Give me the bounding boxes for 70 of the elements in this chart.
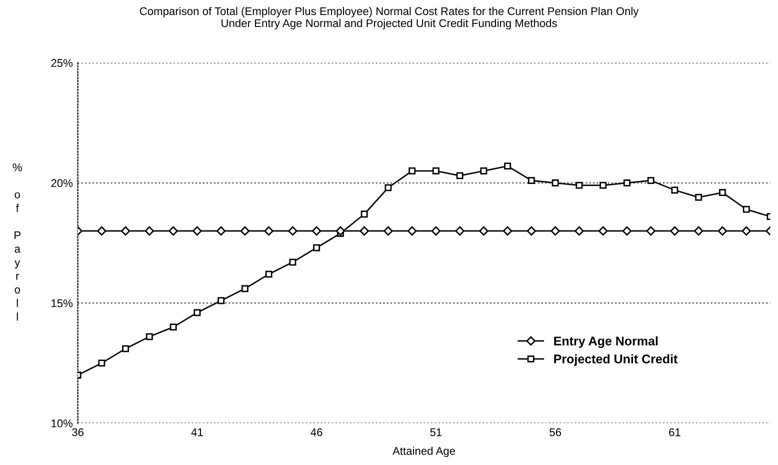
point: [671, 186, 678, 194]
point: [241, 285, 248, 292]
point: [528, 177, 535, 184]
point: [502, 226, 512, 236]
point: [576, 182, 583, 189]
x-tick-label: 56: [550, 428, 562, 436]
point: [168, 226, 178, 236]
point: [360, 226, 369, 236]
point: [194, 309, 201, 316]
point: [289, 258, 296, 266]
point: [122, 345, 130, 352]
point: [623, 179, 630, 186]
point: [622, 226, 632, 236]
point: [192, 226, 202, 236]
point: [144, 226, 154, 236]
point: [600, 182, 607, 189]
legend-label: Projected Unit Credit: [554, 354, 678, 366]
point: [97, 226, 106, 236]
point: [456, 172, 464, 180]
point: [313, 244, 320, 252]
x-axis-title: Attained Age: [392, 446, 456, 458]
point: [407, 226, 417, 236]
point: [479, 226, 488, 236]
point: [265, 270, 272, 278]
point: [384, 226, 393, 236]
point: [742, 206, 750, 213]
point: [288, 226, 298, 236]
x-tick-label: 61: [669, 428, 680, 436]
point: [550, 226, 560, 236]
point: [408, 167, 416, 174]
point: [432, 167, 440, 174]
point: [431, 226, 441, 236]
point: [742, 226, 751, 236]
point: [360, 210, 368, 218]
x-tick-label: 46: [310, 428, 322, 436]
point: [504, 162, 512, 170]
point: [218, 297, 225, 304]
y-tick-label: 15%: [52, 299, 73, 308]
point: [146, 333, 153, 340]
point: [552, 179, 559, 186]
point: [646, 226, 656, 236]
point: [170, 324, 177, 331]
point: [695, 194, 702, 201]
point: [264, 226, 274, 236]
point: [216, 226, 226, 236]
x-tick-label: 41: [191, 428, 203, 436]
point: [312, 226, 322, 236]
point: [455, 226, 464, 236]
y-tick-label: 25%: [51, 59, 73, 67]
chart-title: Comparison of Total (Employer Plus Employee) Normal Cost Rates for the Current Pension Plan Only Under Entry Age Normal and Projected Unit Credit Funding Methods: [140, 6, 639, 30]
legend-label: Entry Age Normal: [554, 336, 658, 348]
point: [240, 226, 250, 236]
point: [670, 226, 680, 236]
point: [384, 184, 392, 192]
point: [574, 226, 584, 236]
y-tick-label: 20%: [51, 179, 73, 188]
point: [336, 226, 346, 236]
point: [598, 226, 608, 236]
x-tick-label: 51: [430, 428, 442, 436]
point: [718, 226, 728, 236]
point: [480, 167, 488, 174]
text: % of Payroll: [12, 163, 22, 321]
point: [526, 226, 536, 236]
point: [120, 226, 130, 236]
point: [98, 360, 106, 367]
y-tick-label: 10%: [52, 419, 73, 428]
point: [718, 189, 726, 196]
point: [694, 226, 704, 236]
x-tick-label: 36: [72, 428, 84, 436]
point: [647, 177, 654, 184]
